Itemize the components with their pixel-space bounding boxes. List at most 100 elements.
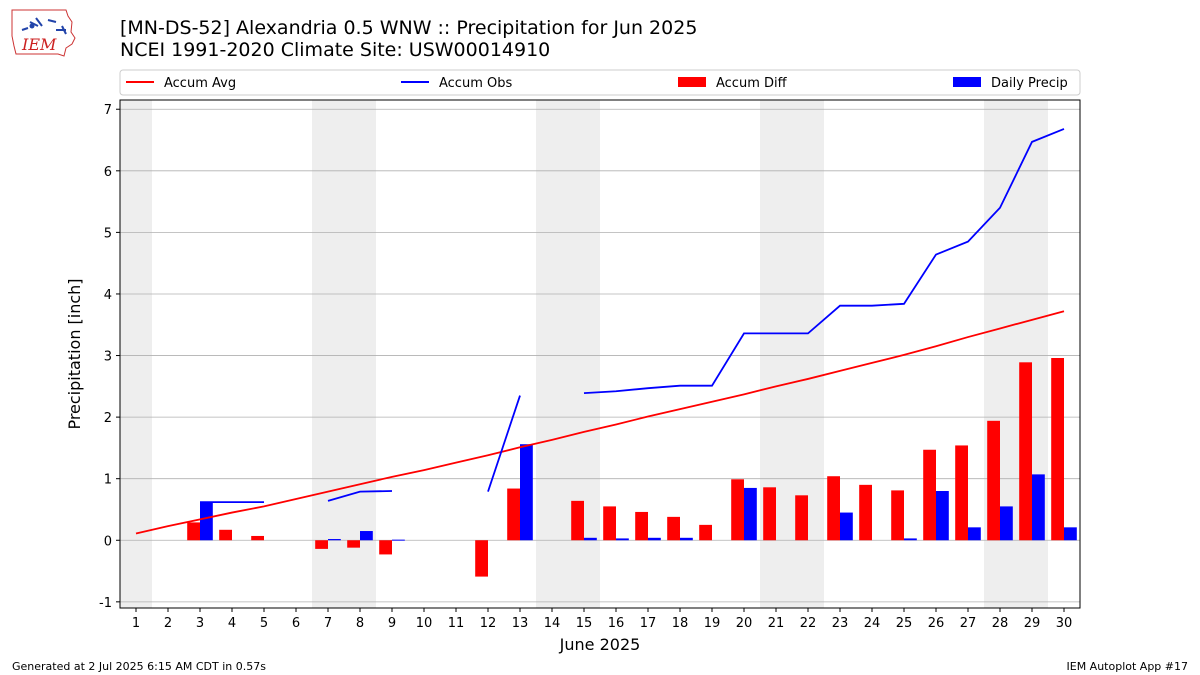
diff-bar-13 <box>507 488 520 541</box>
diff-bar-28 <box>987 420 1000 541</box>
y-tick-label: 4 <box>104 288 112 303</box>
x-tick-label: 8 <box>356 616 364 631</box>
y-tick-label: 6 <box>104 165 112 180</box>
diff-bar-12 <box>475 540 488 577</box>
daily-bar-13 <box>520 444 533 541</box>
daily-bar-9 <box>392 539 405 541</box>
weekend-shading <box>120 100 1048 608</box>
footer-app: IEM Autoplot App #17 <box>1066 660 1189 673</box>
legend-item-accum-avg: Accum Avg <box>126 76 236 91</box>
diff-bar-21 <box>763 487 776 541</box>
daily-bar-23 <box>840 512 853 541</box>
weekend-band-8 <box>344 100 376 608</box>
x-tick-label: 19 <box>704 616 721 631</box>
diff-bar-7 <box>315 540 328 549</box>
diff-bar-4 <box>219 529 232 541</box>
daily-bar-17 <box>648 537 661 541</box>
x-tick-label: 13 <box>512 616 529 631</box>
legend-label: Accum Obs <box>439 76 512 91</box>
x-tick-label: 26 <box>928 616 945 631</box>
daily-bar-8 <box>360 531 373 541</box>
accum-obs-line <box>327 490 393 502</box>
x-tick-label: 20 <box>736 616 753 631</box>
y-axis-label: Precipitation [inch] <box>65 278 84 429</box>
x-tick-label: 4 <box>228 616 236 631</box>
x-tick-label: 6 <box>292 616 300 631</box>
y-tick-label: 3 <box>104 350 112 365</box>
x-tick-label: 7 <box>324 616 332 631</box>
daily-bar-15 <box>584 537 597 541</box>
legend-swatch <box>678 77 706 87</box>
y-tick-label: 1 <box>104 473 112 488</box>
lines <box>135 128 1065 535</box>
y-tick-label: 0 <box>104 534 112 549</box>
iem-logo: IEM <box>11 9 76 57</box>
diff-bar-5 <box>251 535 264 541</box>
y-tick-label: 7 <box>104 103 112 118</box>
daily-bar-26 <box>936 491 949 541</box>
accum-obs-line <box>583 128 1065 394</box>
x-tick-label: 27 <box>960 616 977 631</box>
x-tick-label: 10 <box>416 616 433 631</box>
diff-bar-18 <box>667 516 680 541</box>
daily-bar-16 <box>616 538 629 541</box>
legend-item-accum-diff: Accum Diff <box>678 76 788 91</box>
x-tick-label: 21 <box>768 616 785 631</box>
accum-obs-line <box>487 395 521 492</box>
diff-bar-16 <box>603 506 616 541</box>
diff-bar-26 <box>923 449 936 541</box>
daily-bar-25 <box>904 538 917 541</box>
diff-bar-30 <box>1051 358 1064 541</box>
y-tick-label: -1 <box>99 596 112 611</box>
diff-bar-23 <box>827 476 840 541</box>
diff-bar-17 <box>635 511 648 541</box>
diff-bar-3 <box>187 522 200 541</box>
weekend-band-1 <box>120 100 152 608</box>
x-tick-label: 18 <box>672 616 689 631</box>
legend-label: Accum Diff <box>716 76 788 91</box>
weekend-band-14 <box>536 100 568 608</box>
daily-bar-29 <box>1032 474 1045 541</box>
x-tick-label: 30 <box>1056 616 1073 631</box>
legend-box <box>119 69 1081 96</box>
diff-bar-24 <box>859 484 872 541</box>
x-tick-label: 23 <box>832 616 849 631</box>
daily-bar-3 <box>200 502 213 541</box>
x-tick-label: 14 <box>544 616 561 631</box>
daily-bar-20 <box>744 487 757 541</box>
x-tick-label: 17 <box>640 616 657 631</box>
diff-bar-29 <box>1019 362 1032 541</box>
diff-bar-19 <box>699 524 712 541</box>
legend-swatch <box>953 77 981 87</box>
gridlines <box>120 108 1080 603</box>
daily-bar-30 <box>1064 527 1077 541</box>
diff-bar-22 <box>795 495 808 541</box>
x-tick-label: 16 <box>608 616 625 631</box>
legend-label: Daily Precip <box>991 76 1068 91</box>
diff-bar-20 <box>731 479 744 541</box>
x-tick-label: 3 <box>196 616 204 631</box>
x-tick-label: 24 <box>864 616 881 631</box>
x-tick-label: 15 <box>576 616 593 631</box>
logo-text: IEM <box>21 35 57 54</box>
chart-subtitle: NCEI 1991-2020 Climate Site: USW00014910 <box>120 39 551 61</box>
x-tick-label: 25 <box>896 616 913 631</box>
diff-bar-8 <box>347 540 360 548</box>
weekend-band-7 <box>312 100 344 608</box>
footer-generated: Generated at 2 Jul 2025 6:15 AM CDT in 0… <box>12 660 266 673</box>
x-axis-label: June 2025 <box>559 635 641 654</box>
diff-bar-9 <box>379 540 392 555</box>
legend: Accum Avg Accum Obs Accum Diff Daily Precip <box>119 69 1081 96</box>
legend-label: Accum Avg <box>164 76 236 91</box>
legend-item-accum-obs: Accum Obs <box>401 76 512 91</box>
x-tick-label: 29 <box>1024 616 1041 631</box>
diff-bar-25 <box>891 490 904 541</box>
x-tick-label: 12 <box>480 616 497 631</box>
bars <box>187 358 1077 577</box>
accum-avg-line <box>135 310 1065 535</box>
diff-bar-15 <box>571 500 584 541</box>
plot-frame <box>119 99 1081 609</box>
daily-bar-7 <box>328 539 341 541</box>
